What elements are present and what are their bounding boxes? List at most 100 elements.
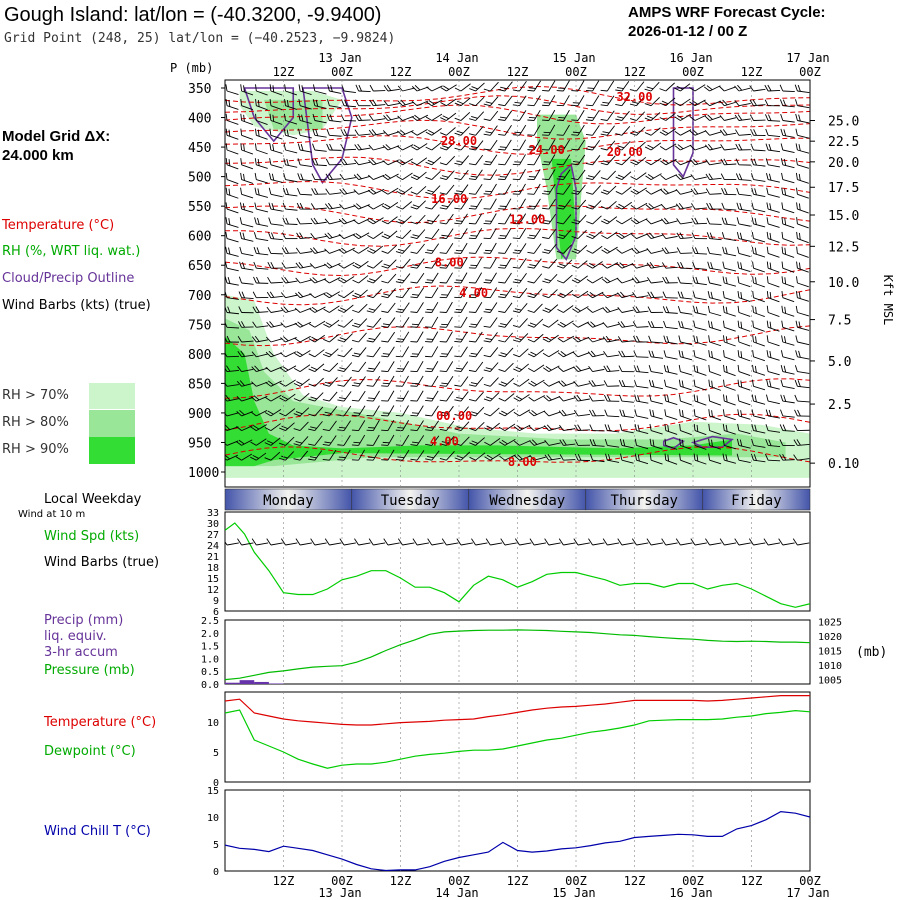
wind-barb	[600, 95, 615, 107]
wind-barb-flag	[558, 146, 565, 148]
wind-barb-flag	[454, 296, 462, 299]
wind-barb-flag	[266, 321, 272, 328]
height-tick-label: 25.0	[828, 114, 859, 129]
wind-barb-flag	[600, 148, 608, 151]
wind-barb-staff	[548, 228, 557, 239]
wind-barb	[737, 290, 751, 302]
wind-barb-flag	[722, 423, 725, 431]
wind-barb-flag	[589, 439, 594, 446]
wind-barb	[722, 409, 736, 421]
wind-barb-staff	[621, 141, 631, 151]
wind-barb-staff	[343, 90, 356, 94]
wind-barb-flag	[544, 249, 551, 252]
wind-barb-flag	[469, 456, 476, 461]
wind-barb-flag	[603, 189, 610, 193]
wind-barb-staff	[241, 368, 254, 373]
wind-barb	[629, 111, 646, 121]
wind-barb	[751, 217, 766, 228]
wind-barb-staff	[372, 303, 382, 313]
wind-barb	[298, 99, 312, 110]
wind-barb-flag	[559, 439, 564, 446]
wind-barb	[766, 394, 780, 405]
wind-barb-staff	[416, 302, 424, 313]
wind-barb-flag	[454, 428, 462, 432]
wind-barb-flag	[312, 277, 318, 283]
wind-barb	[676, 218, 693, 225]
wind-barb-flag	[571, 236, 579, 240]
wind-barb-staff	[767, 267, 780, 273]
wind-barb-flag	[425, 281, 432, 284]
model-grid-value: 24.000 km	[2, 147, 74, 164]
wind-barb-staff	[460, 242, 468, 254]
surface-wind-barb	[471, 538, 488, 546]
wind-barb-staff	[256, 120, 268, 126]
wind-barb-flag	[425, 414, 432, 417]
wind-barb-staff	[577, 80, 585, 92]
wind-barb-staff	[563, 412, 576, 417]
wind-barb-flag	[705, 159, 710, 166]
wind-barb-flag	[795, 291, 798, 298]
wind-barb-staff	[797, 371, 810, 374]
wind-barb-staff	[416, 435, 425, 446]
wind-barb-staff	[241, 297, 254, 299]
wind-barb-staff	[533, 228, 542, 239]
wind-barb	[737, 335, 751, 347]
wind-barb-flag	[617, 174, 625, 179]
pressure-tick-label: 700	[188, 289, 211, 304]
wind-barb	[794, 394, 810, 403]
wind-barb	[355, 99, 371, 107]
wind-barb-staff	[548, 258, 558, 269]
wind-barb	[634, 453, 649, 465]
wind-barb	[425, 156, 442, 166]
wind-barb	[381, 244, 397, 254]
wind-barb-staff	[329, 362, 339, 372]
surface-wind-barb-staff	[592, 542, 605, 546]
wind-barb-flag	[766, 172, 769, 180]
wind-barb-flag	[395, 400, 403, 402]
surface-wind-barb-staff	[738, 542, 751, 546]
wind-barb	[483, 407, 500, 417]
wind-barb	[737, 350, 751, 362]
surface-wind-barb-flag	[719, 538, 725, 546]
wind-barb	[369, 99, 386, 107]
wind-barb-staff	[753, 193, 766, 198]
wind-barb-flag	[766, 394, 769, 402]
wind-barb-staff	[680, 206, 693, 210]
precip-tick-label: 1.5	[201, 642, 219, 653]
wind-barb-flag	[632, 130, 639, 134]
wind-barb-staff	[533, 425, 546, 432]
pressure-tick-label: 550	[188, 200, 211, 215]
wind-barb-flag	[736, 202, 740, 210]
wind-barb	[425, 316, 439, 328]
temp-tick-label: 10	[207, 718, 219, 729]
wind-barb-staff	[343, 191, 356, 195]
wind-barb-staff	[592, 291, 604, 299]
wind-barb-staff	[636, 279, 649, 284]
wind-barb-flag	[395, 281, 403, 284]
wind-barb	[395, 258, 411, 269]
wind-barb	[679, 423, 692, 436]
wind-barb-flag	[696, 336, 699, 343]
wind-barb-staff	[285, 422, 295, 431]
wind-barb-staff	[782, 179, 795, 184]
wind-barb	[765, 409, 780, 419]
wind-barb	[264, 451, 281, 461]
wind-barb-staff	[358, 275, 369, 284]
wind-barb-flag	[469, 118, 476, 121]
wind-barb-flag	[351, 429, 359, 432]
wind-barb-flag	[298, 113, 301, 121]
wind-barb-flag	[710, 262, 713, 269]
wind-barb-flag	[795, 335, 798, 343]
wind-barb	[586, 215, 602, 225]
wind-barb-flag	[544, 439, 550, 446]
wind-barb-flag	[454, 399, 462, 402]
wind-speed-tick-label: 33	[207, 508, 219, 519]
wind-barb-flag	[369, 248, 376, 252]
wind-barb	[664, 379, 678, 390]
pressure-tick-label: 1000	[188, 466, 219, 481]
wind-barb	[706, 232, 722, 241]
wind-barb	[691, 247, 708, 255]
wind-barb	[723, 335, 736, 347]
wind-barb-flag	[603, 218, 610, 223]
wind-barb-staff	[329, 134, 342, 137]
